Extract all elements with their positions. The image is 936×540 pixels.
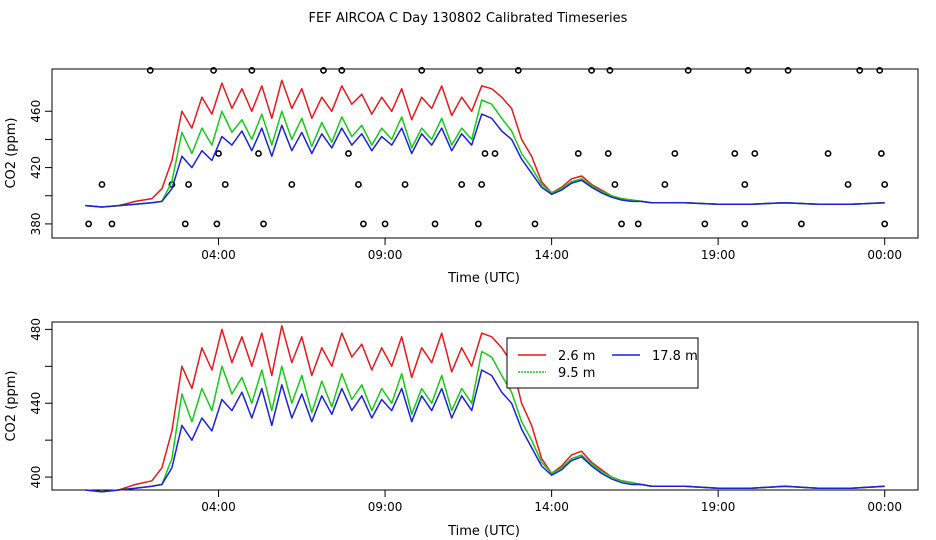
bottom-series-17-8m (85, 369, 885, 493)
top-y-axis-label: CO2 (ppm) (4, 117, 19, 188)
calibration-marker (876, 67, 884, 74)
calibration-marker (478, 181, 486, 188)
calibration-marker (881, 181, 889, 188)
calibration-marker (108, 220, 116, 228)
calibration-marker (881, 220, 889, 228)
top-series-lines (85, 79, 885, 208)
calibration-marker (744, 67, 752, 74)
calibration-marker (213, 220, 221, 228)
legend-label-9-5m: 9.5 m (558, 366, 595, 381)
bottom-series-2-6m (85, 324, 885, 493)
bottom-x-tick-label: 00:00 (867, 500, 902, 514)
calibration-marker (476, 67, 484, 74)
legend: 2.6 m 9.5 m 17.8 m (506, 337, 699, 389)
bottom-x-tick-label: 14:00 (534, 500, 569, 514)
calibration-marker (634, 220, 642, 228)
bottom-x-tick-label: 19:00 (701, 500, 736, 514)
calibration-marker (574, 150, 582, 157)
calibration-marker (98, 181, 106, 188)
legend-label-2-6m: 2.6 m (558, 349, 595, 364)
calibration-marker (85, 220, 93, 228)
calibration-marker (181, 220, 189, 228)
bottom-y-tick-label: 440 (29, 392, 43, 415)
bottom-x-tick-label: 04:00 (201, 500, 236, 514)
calibration-marker (210, 67, 217, 74)
calibration-marker (731, 150, 739, 157)
calibration-marker (588, 67, 595, 74)
calibration-marker (320, 67, 327, 74)
top-x-tick-label: 09:00 (368, 248, 403, 262)
calibration-marker (401, 181, 409, 188)
bottom-x-tick-label: 09:00 (368, 500, 403, 514)
top-calibration-markers (85, 67, 889, 228)
calibration-marker (260, 220, 267, 228)
calibration-marker (604, 150, 612, 157)
calibration-marker (824, 150, 832, 157)
legend-box (506, 337, 699, 389)
calibration-marker (606, 67, 614, 74)
bottom-y-axis-label: CO2 (ppm) (4, 370, 19, 441)
calibration-marker (431, 220, 439, 228)
calibration-marker (856, 67, 864, 74)
calibration-marker (618, 220, 625, 228)
calibration-marker (381, 220, 389, 228)
top-x-tick-label: 14:00 (534, 248, 569, 262)
calibration-marker (531, 220, 539, 228)
calibration-marker (741, 181, 749, 188)
top-y-tick-label: 380 (29, 212, 43, 235)
calibration-marker (514, 67, 522, 74)
top-x-axis-label: Time (UTC) (447, 271, 520, 286)
top-series-2-6m (85, 79, 885, 208)
calibration-marker (418, 67, 426, 74)
bottom-series-9-5m (85, 350, 885, 493)
chart-title: FEF AIRCOA C Day 130802 Calibrated Times… (309, 11, 628, 26)
top-panel: 04:00 09:00 14:00 19:00 00:00 380 420 460 Time … (4, 67, 919, 286)
calibration-marker (784, 67, 792, 74)
calibration-marker (255, 150, 262, 157)
bottom-plot-frame (51, 321, 919, 491)
calibration-marker (671, 150, 679, 157)
top-axes: 04:00 09:00 14:00 19:00 00:00 380 420 460 (29, 100, 902, 262)
calibration-marker (481, 150, 489, 157)
bottom-y-tick-label: 480 (29, 318, 43, 341)
calibration-marker (360, 220, 367, 228)
top-x-tick-label: 04:00 (201, 248, 236, 262)
calibration-marker (338, 67, 346, 74)
calibration-marker (146, 67, 154, 74)
calibration-marker (877, 150, 885, 157)
calibration-marker (661, 181, 669, 188)
calibration-marker (844, 181, 852, 188)
calibration-marker (798, 220, 805, 228)
top-plot-frame (51, 68, 919, 239)
calibration-marker (491, 150, 499, 157)
calibration-marker (611, 181, 619, 188)
calibration-marker (248, 67, 256, 74)
bottom-axes: 04:00 09:00 14:00 19:00 00:00 400 440 480 (29, 318, 902, 514)
bottom-panel: 04:00 09:00 14:00 19:00 00:00 400 440 480 Time … (4, 318, 919, 539)
top-series-17-8m (85, 113, 885, 208)
calibration-marker (185, 181, 192, 188)
calibration-marker (751, 150, 759, 157)
calibration-marker (215, 150, 222, 157)
calibration-marker (221, 181, 229, 188)
bottom-x-axis-label: Time (UTC) (447, 524, 520, 539)
bottom-series-lines (85, 324, 885, 493)
top-x-tick-label: 00:00 (867, 248, 902, 262)
calibration-marker (288, 181, 296, 188)
calibration-marker (701, 220, 709, 228)
top-y-tick-label: 460 (29, 100, 43, 123)
calibration-marker (474, 220, 482, 228)
calibration-marker (684, 67, 692, 74)
top-y-tick-label: 420 (29, 156, 43, 179)
top-series-9-5m (85, 99, 885, 208)
calibration-marker (355, 181, 362, 188)
calibration-marker (741, 220, 749, 228)
calibration-marker (458, 181, 466, 188)
bottom-y-tick-label: 400 (29, 466, 43, 489)
legend-label-17-8m: 17.8 m (652, 349, 698, 364)
calibration-marker (345, 150, 352, 157)
top-x-tick-label: 19:00 (701, 248, 736, 262)
